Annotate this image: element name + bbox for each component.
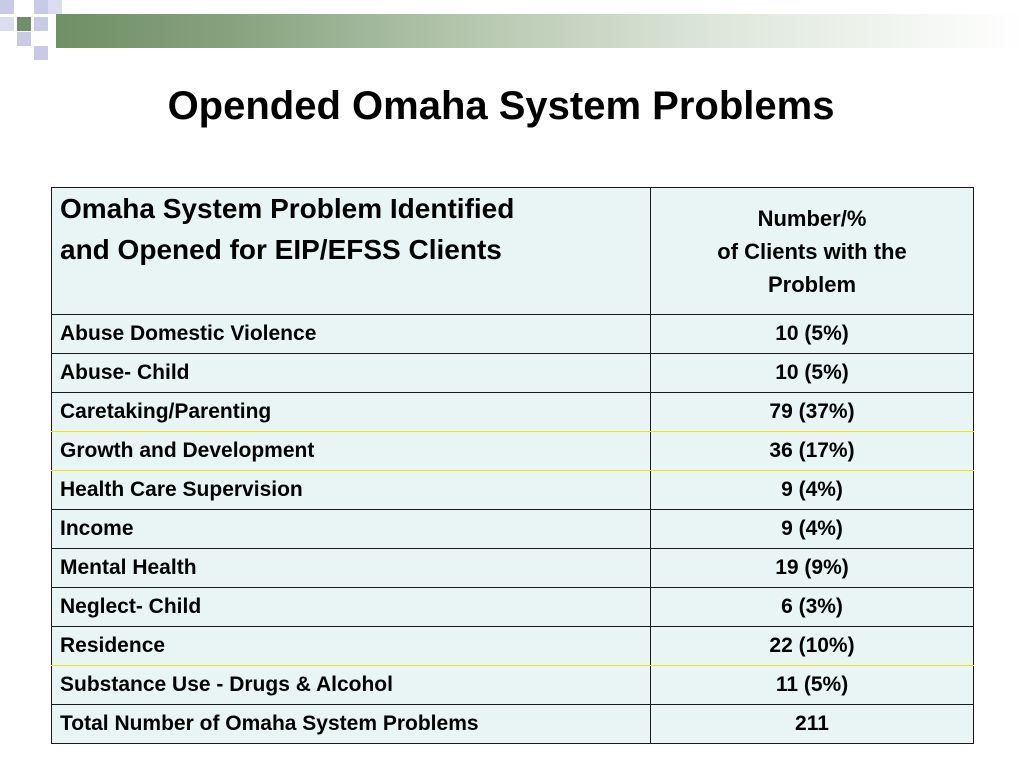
table-row: Abuse Domestic Violence 10 (5%) [51,314,974,354]
decor-square [0,0,14,14]
count-cell: 79 (37%) [650,392,974,432]
decor-square [17,0,31,14]
problem-cell: Income [51,509,651,549]
page-title: Opended Omaha System Problems [167,84,835,128]
problem-cell: Caretaking/Parenting [51,392,651,432]
problem-cell: Substance Use - Drugs & Alcohol [51,665,651,705]
decor-square [34,46,48,60]
header-gradient-bar [56,14,1024,48]
table-row: Caretaking/Parenting 79 (37%) [51,392,974,432]
decor-square [34,17,48,31]
count-cell: 10 (5%) [650,353,974,393]
problem-cell: Residence [51,626,651,666]
decor-square [0,17,14,31]
table-row: Residence 22 (10%) [51,626,974,666]
number-column-header: Number/% of Clients with the Problem [650,187,974,315]
table-row: Substance Use - Drugs & Alcohol 11 (5%) [51,665,974,705]
problem-column-header: Omaha System Problem Identified and Open… [51,187,651,315]
count-cell: 9 (4%) [650,509,974,549]
table-row: Growth and Development 36 (17%) [51,431,974,471]
decor-square [34,0,48,14]
problem-cell: Growth and Development [51,431,651,471]
table-row: Health Care Supervision 9 (4%) [51,470,974,510]
number-header-line: of Clients with the [717,238,907,264]
count-cell: 36 (17%) [650,431,974,471]
problem-cell: Mental Health [51,548,651,588]
problem-header-line: Omaha System Problem Identified [60,193,515,224]
decor-square [17,32,31,46]
decorative-header-band [0,0,1024,64]
problem-header-line: and Opened for EIP/EFSS Clients [60,234,502,265]
problems-table: Omaha System Problem Identified and Open… [51,187,974,744]
count-cell: 10 (5%) [650,314,974,354]
count-cell: 9 (4%) [650,470,974,510]
count-cell: 22 (10%) [650,626,974,666]
problem-cell: Abuse- Child [51,353,651,393]
table-row: Income 9 (4%) [51,509,974,549]
problem-cell: Health Care Supervision [51,470,651,510]
table-row: Mental Health 19 (9%) [51,548,974,588]
table-row: Abuse- Child 10 (5%) [51,353,974,393]
problem-cell: Total Number of Omaha System Problems [51,704,651,744]
problem-cell: Abuse Domestic Violence [51,314,651,354]
number-header-line: Problem [767,271,857,297]
decor-square [34,32,48,46]
table-total-row: Total Number of Omaha System Problems 21… [51,704,974,744]
count-cell: 19 (9%) [650,548,974,588]
count-cell: 11 (5%) [650,665,974,705]
count-cell: 6 (3%) [650,587,974,627]
table-row: Neglect- Child 6 (3%) [51,587,974,627]
count-cell: 211 [650,704,974,744]
table-header-row: Omaha System Problem Identified and Open… [51,187,974,315]
problem-cell: Neglect- Child [51,587,651,627]
decor-square [17,17,31,31]
number-header-line: Number/% [757,205,867,231]
decor-square [48,0,62,14]
